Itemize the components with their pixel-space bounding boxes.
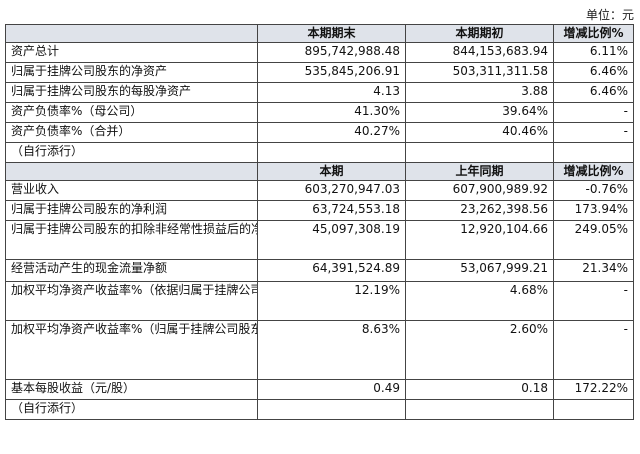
cell-value: 4.13 bbox=[257, 82, 406, 103]
cell-value: 2.60% bbox=[405, 320, 554, 380]
table-row: 归属于挂牌公司股东的扣除非经常性损益后的净利润 45,097,308.19 12… bbox=[5, 220, 634, 260]
table-row: 归属于挂牌公司股东的净利润 63,724,553.18 23,262,398.5… bbox=[5, 200, 634, 221]
cell-value bbox=[257, 142, 406, 163]
table-row: 资产负债率%（母公司） 41.30% 39.64% - bbox=[5, 102, 634, 123]
cell-value: 249.05% bbox=[553, 220, 634, 260]
row-label: 基本每股收益（元/股） bbox=[5, 379, 258, 400]
header-cell: 增减比例% bbox=[553, 162, 634, 181]
cell-value: 895,742,988.48 bbox=[257, 42, 406, 63]
row-label: 归属于挂牌公司股东的每股净资产 bbox=[5, 82, 258, 103]
cell-value: - bbox=[553, 122, 634, 143]
cell-value: 173.94% bbox=[553, 200, 634, 221]
cell-value bbox=[553, 399, 634, 420]
cell-value: 45,097,308.19 bbox=[257, 220, 406, 260]
cell-value: 0.49 bbox=[257, 379, 406, 400]
cell-value: 603,270,947.03 bbox=[257, 180, 406, 201]
financial-table: 本期期末 本期期初 增减比例% 资产总计 895,742,988.48 844,… bbox=[5, 24, 634, 420]
cell-value: 535,845,206.91 bbox=[257, 62, 406, 83]
table-row: （自行添行） bbox=[5, 142, 634, 163]
row-label: 加权平均净资产收益率%（归属于挂牌公司股东的扣除非经常性损益后的净利润计算） bbox=[5, 320, 258, 380]
row-label: 加权平均净资产收益率%（依据归属于挂牌公司股东的净利润计算） bbox=[5, 281, 258, 321]
unit-label: 单位：元 bbox=[585, 8, 634, 22]
cell-value: - bbox=[553, 102, 634, 123]
cell-value: 41.30% bbox=[257, 102, 406, 123]
table-row: 资产负债率%（合并） 40.27% 40.46% - bbox=[5, 122, 634, 143]
cell-value: 21.34% bbox=[553, 259, 634, 282]
table-row: 加权平均净资产收益率%（依据归属于挂牌公司股东的净利润计算） 12.19% 4.… bbox=[5, 281, 634, 321]
cell-value: 6.11% bbox=[553, 42, 634, 63]
row-label: （自行添行） bbox=[5, 399, 258, 420]
header-cell: 本期期初 bbox=[405, 24, 554, 43]
cell-value: 6.46% bbox=[553, 82, 634, 103]
table-row: 营业收入 603,270,947.03 607,900,989.92 -0.76… bbox=[5, 180, 634, 201]
header-cell bbox=[5, 162, 258, 181]
table-header-row: 本期期末 本期期初 增减比例% bbox=[5, 24, 634, 43]
cell-value: 3.88 bbox=[405, 82, 554, 103]
table-row: 经营活动产生的现金流量净额 64,391,524.89 53,067,999.2… bbox=[5, 259, 634, 282]
cell-value: 12.19% bbox=[257, 281, 406, 321]
table-row: （自行添行） bbox=[5, 399, 634, 420]
cell-value: 844,153,683.94 bbox=[405, 42, 554, 63]
table-row: 加权平均净资产收益率%（归属于挂牌公司股东的扣除非经常性损益后的净利润计算） 8… bbox=[5, 320, 634, 380]
cell-value bbox=[405, 142, 554, 163]
cell-value: 39.64% bbox=[405, 102, 554, 123]
cell-value: 607,900,989.92 bbox=[405, 180, 554, 201]
cell-value bbox=[257, 399, 406, 420]
row-label: （自行添行） bbox=[5, 142, 258, 163]
cell-value bbox=[405, 399, 554, 420]
header-cell: 增减比例% bbox=[553, 24, 634, 43]
row-label: 资产负债率%（母公司） bbox=[5, 102, 258, 123]
table-row: 归属于挂牌公司股东的净资产 535,845,206.91 503,311,311… bbox=[5, 62, 634, 83]
cell-value: 503,311,311.58 bbox=[405, 62, 554, 83]
cell-value: -0.76% bbox=[553, 180, 634, 201]
header-cell: 上年同期 bbox=[405, 162, 554, 181]
row-label: 归属于挂牌公司股东的扣除非经常性损益后的净利润 bbox=[5, 220, 258, 260]
cell-value: 63,724,553.18 bbox=[257, 200, 406, 221]
cell-value: 53,067,999.21 bbox=[405, 259, 554, 282]
cell-value bbox=[553, 142, 634, 163]
cell-value: 64,391,524.89 bbox=[257, 259, 406, 282]
cell-value: 0.18 bbox=[405, 379, 554, 400]
cell-value: 23,262,398.56 bbox=[405, 200, 554, 221]
header-cell bbox=[5, 24, 258, 43]
table-row: 资产总计 895,742,988.48 844,153,683.94 6.11% bbox=[5, 42, 634, 63]
cell-value: - bbox=[553, 281, 634, 321]
table-header-row: 本期 上年同期 增减比例% bbox=[5, 162, 634, 181]
row-label: 归属于挂牌公司股东的净资产 bbox=[5, 62, 258, 83]
row-label: 归属于挂牌公司股东的净利润 bbox=[5, 200, 258, 221]
cell-value: 12,920,104.66 bbox=[405, 220, 554, 260]
cell-value: 4.68% bbox=[405, 281, 554, 321]
table-row: 基本每股收益（元/股） 0.49 0.18 172.22% bbox=[5, 379, 634, 400]
cell-value: 40.27% bbox=[257, 122, 406, 143]
table-row: 归属于挂牌公司股东的每股净资产 4.13 3.88 6.46% bbox=[5, 82, 634, 103]
header-cell: 本期期末 bbox=[257, 24, 406, 43]
cell-value: 172.22% bbox=[553, 379, 634, 400]
row-label: 资产总计 bbox=[5, 42, 258, 63]
row-label: 经营活动产生的现金流量净额 bbox=[5, 259, 258, 282]
cell-value: 40.46% bbox=[405, 122, 554, 143]
cell-value: 8.63% bbox=[257, 320, 406, 380]
cell-value: 6.46% bbox=[553, 62, 634, 83]
row-label: 资产负债率%（合并） bbox=[5, 122, 258, 143]
cell-value: - bbox=[553, 320, 634, 380]
row-label: 营业收入 bbox=[5, 180, 258, 201]
header-cell: 本期 bbox=[257, 162, 406, 181]
